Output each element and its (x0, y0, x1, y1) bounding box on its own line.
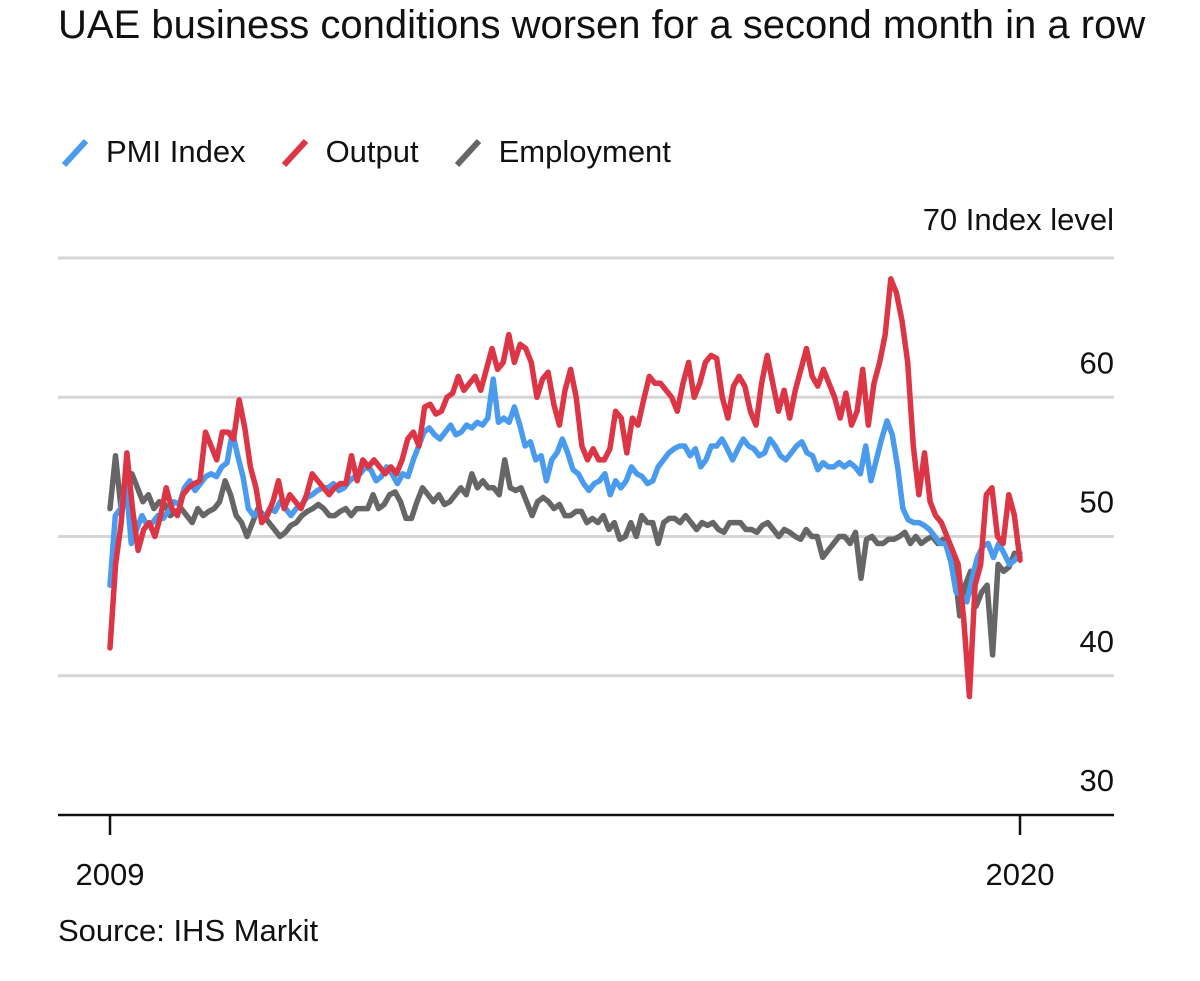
legend-item-pmi-index: PMI Index (58, 134, 246, 170)
y-tick-label-30: 30 (1080, 763, 1114, 798)
chart-title: UAE business conditions worsen for a sec… (58, 3, 1146, 47)
x-tick-label-2020: 2020 (986, 857, 1055, 892)
legend-swatch-pmi-index (61, 138, 89, 168)
legend-swatch-output (281, 138, 308, 168)
legend-swatch-employment (454, 138, 481, 168)
x-tick-label-2009: 2009 (76, 857, 145, 892)
legend: PMI Index Output Employment (58, 130, 703, 174)
series-line-pmi-index (107, 376, 1023, 605)
y-tick-label-50: 50 (1080, 485, 1114, 520)
y-tick-label-60: 60 (1080, 345, 1114, 380)
y-tick-label-40: 40 (1080, 624, 1114, 659)
series-line-output (107, 276, 1023, 700)
legend-label-employment: Employment (498, 134, 671, 169)
y-axis-label: 70 Index level (923, 202, 1114, 237)
legend-item-employment: Employment (451, 134, 671, 170)
legend-label-pmi-index: PMI Index (106, 134, 246, 169)
source-note: Source: IHS Markit (58, 913, 319, 948)
legend-item-output: Output (278, 134, 419, 170)
legend-label-output: Output (325, 134, 419, 169)
